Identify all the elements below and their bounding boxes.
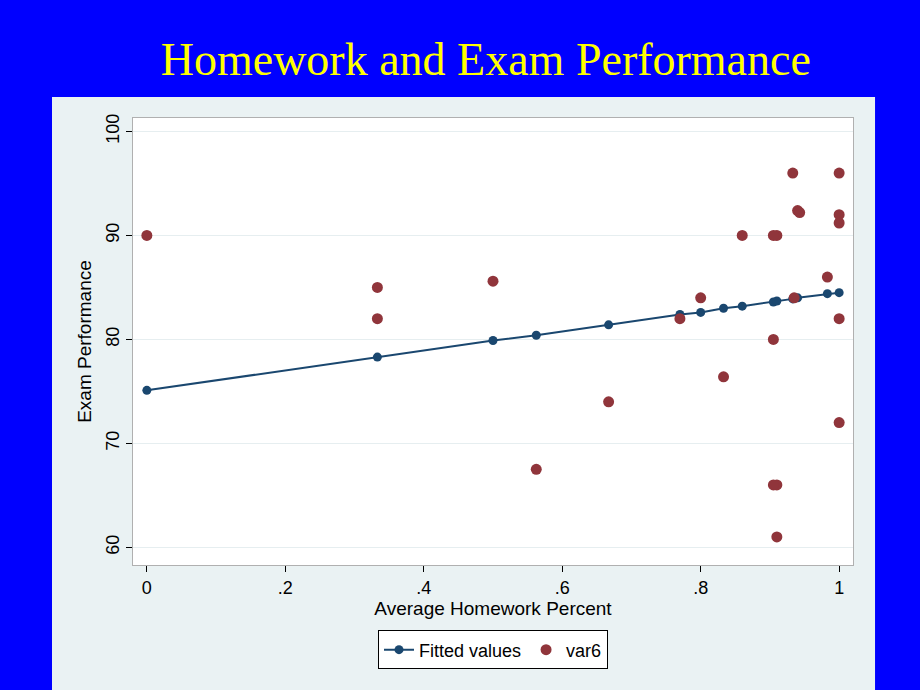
svg-text:.4: .4 [416, 578, 431, 598]
svg-text:var6: var6 [566, 641, 601, 661]
svg-text:Homework and Exam Performance: Homework and Exam Performance [161, 34, 811, 85]
svg-text:Average Homework Percent: Average Homework Percent [374, 598, 612, 619]
svg-text:90: 90 [103, 223, 123, 243]
svg-text:Exam Performance: Exam Performance [74, 260, 95, 423]
svg-text:70: 70 [103, 431, 123, 451]
svg-text:.2: .2 [278, 578, 293, 598]
svg-text:1: 1 [834, 578, 844, 598]
svg-text:100: 100 [103, 114, 123, 144]
svg-text:Fitted values: Fitted values [419, 641, 521, 661]
svg-text:.8: .8 [693, 578, 708, 598]
svg-text:80: 80 [103, 327, 123, 347]
svg-text:.6: .6 [555, 578, 570, 598]
svg-text:0: 0 [142, 578, 152, 598]
svg-text:60: 60 [103, 535, 123, 555]
